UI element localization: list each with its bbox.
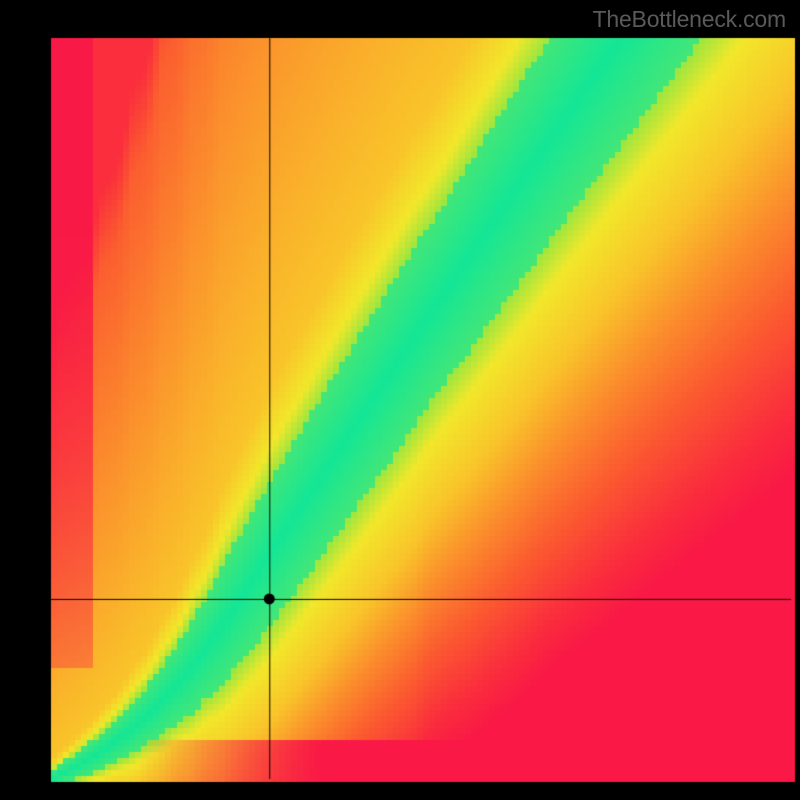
crosshair-overlay (0, 0, 800, 800)
watermark-text: TheBottleneck.com (593, 6, 786, 33)
chart-container: TheBottleneck.com (0, 0, 800, 800)
